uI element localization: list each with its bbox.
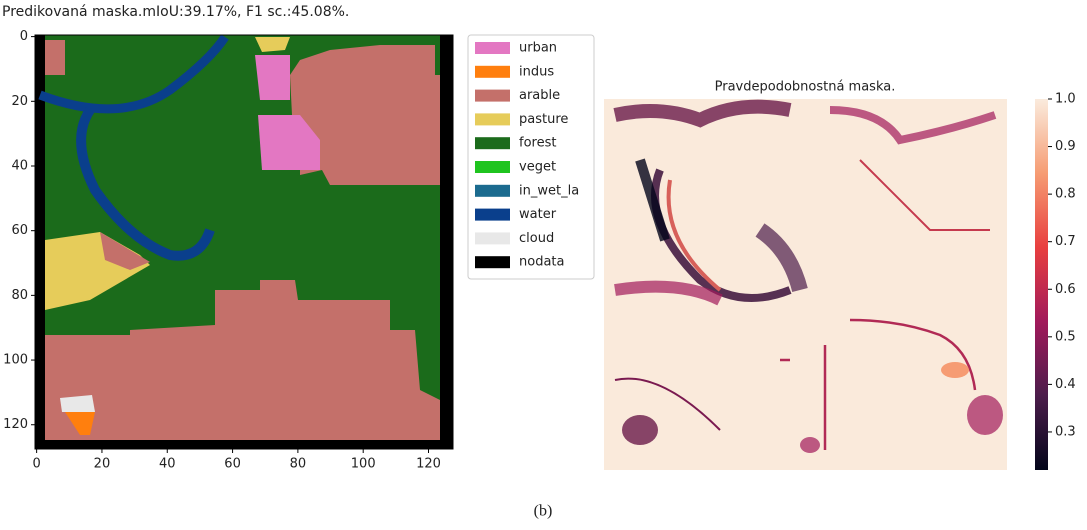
page: Predikovaná maska.mIoU:39.17%, F1 sc.:45… [0, 0, 1087, 530]
legend-swatch [475, 66, 510, 78]
y-tick-label: 80 [11, 288, 28, 303]
colorbar-tick-label: 0.5 [1055, 329, 1076, 344]
x-tick-label: 100 [351, 457, 376, 472]
colorbar-tick-label: 0.9 [1055, 139, 1076, 154]
y-tick-label: 20 [11, 94, 28, 109]
right-title: Pravdepodobnostná maska. [715, 80, 896, 95]
legend-swatch [475, 232, 510, 244]
y-tick-label: 60 [11, 223, 28, 238]
mask-image [35, 35, 453, 449]
x-tick-label: 40 [159, 457, 176, 472]
colorbar-tick-label: 0.4 [1055, 377, 1076, 392]
legend-swatch [475, 209, 510, 221]
legend-label: indus [519, 64, 554, 79]
y-tick-label: 0 [20, 29, 28, 44]
x-tick-label: 0 [32, 457, 40, 472]
heatmap-image [604, 99, 1007, 470]
legend-label: cloud [519, 231, 554, 246]
left-title: Predikovaná maska.mIoU:39.17%, F1 sc.:45… [2, 4, 349, 20]
legend-swatch [475, 113, 510, 125]
legend-label: forest [519, 136, 556, 151]
y-tick-label: 120 [3, 417, 28, 432]
x-tick-label: 20 [94, 457, 111, 472]
legend-swatch [475, 42, 510, 54]
x-tick-label: 60 [224, 457, 241, 472]
legend-label: pasture [519, 112, 568, 127]
legend-label: in_wet_la [519, 183, 579, 198]
x-tick-label: 120 [416, 457, 441, 472]
x-tick-label: 80 [290, 457, 307, 472]
colorbar-tick-label: 0.6 [1055, 282, 1076, 297]
y-tick-label: 100 [3, 353, 28, 368]
legend-swatch [475, 185, 510, 197]
legend-swatch [475, 256, 510, 268]
figure: Predikovaná maska.mIoU:39.17%, F1 sc.:45… [0, 0, 1087, 526]
colorbar-tick-label: 1.0 [1055, 92, 1076, 107]
legend-label: nodata [519, 255, 564, 270]
legend-label: urban [519, 41, 557, 56]
y-tick-label: 40 [11, 158, 28, 173]
legend-swatch [475, 90, 510, 102]
legend-label: veget [519, 160, 556, 175]
colorbar-tick-label: 0.3 [1055, 424, 1076, 439]
colorbar-tick-label: 0.7 [1055, 234, 1076, 249]
colorbar [1035, 99, 1048, 470]
caption: (b) [534, 503, 553, 520]
legend-label: arable [519, 88, 560, 103]
legend-swatch [475, 137, 510, 149]
legend-label: water [519, 207, 557, 222]
legend-swatch [475, 161, 510, 173]
colorbar-tick-label: 0.8 [1055, 187, 1076, 202]
